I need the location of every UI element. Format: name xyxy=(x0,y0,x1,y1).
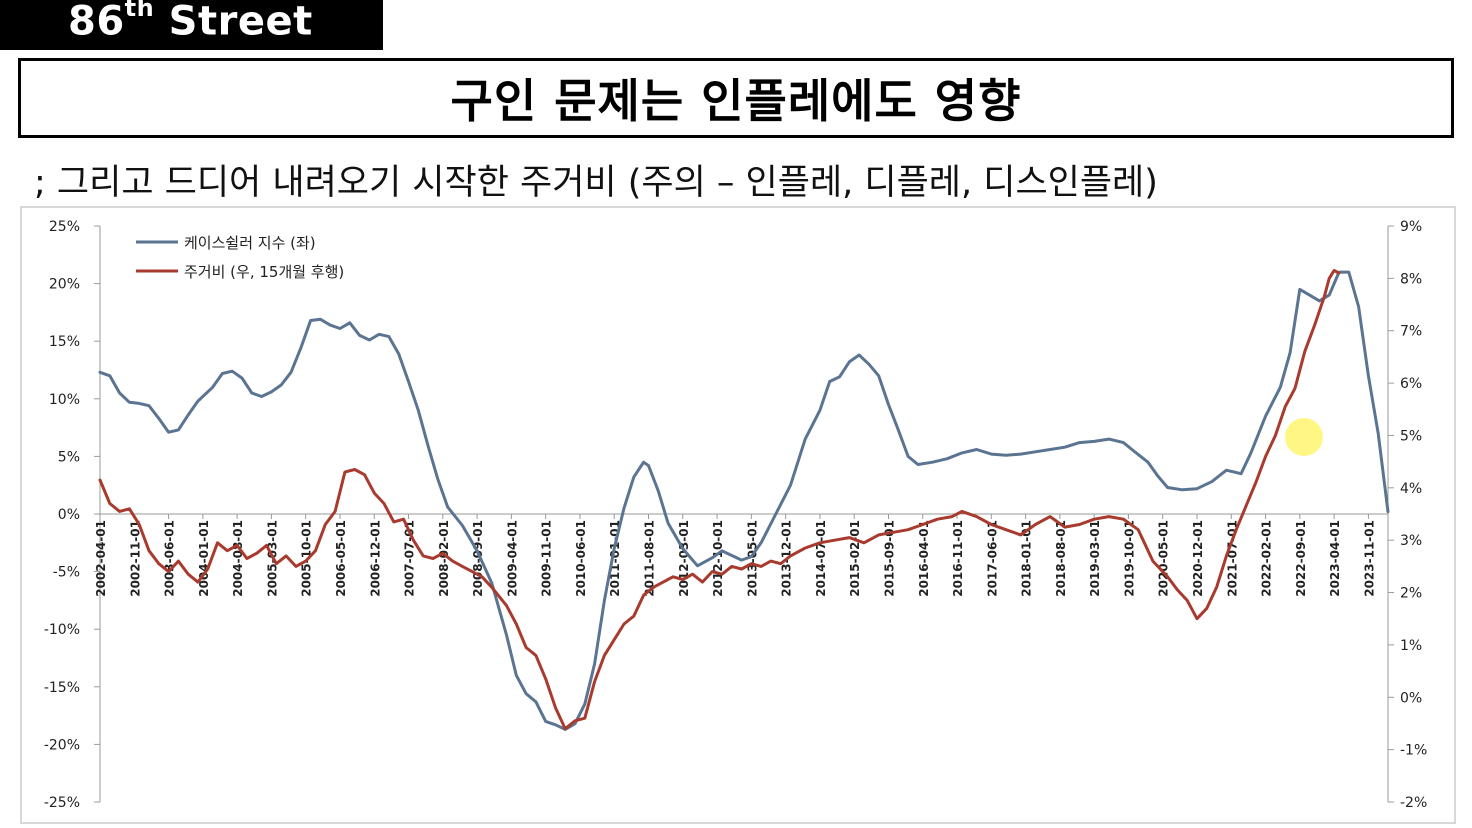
x-tick-label: 2008-02-01 xyxy=(437,520,451,597)
left-tick-label: -5% xyxy=(53,565,80,581)
shelter-cost-line xyxy=(98,269,1341,731)
x-tick-label: 2018-01-01 xyxy=(1020,520,1034,597)
x-tick-label: 2011-01-01 xyxy=(608,520,622,597)
x-tick-label: 2002-04-01 xyxy=(94,520,108,597)
right-tick-label: 2% xyxy=(1400,586,1422,602)
x-tick-label: 2012-03-01 xyxy=(677,520,691,597)
x-tick-label: 2012-10-01 xyxy=(711,520,725,597)
right-tick-label: 0% xyxy=(1400,690,1422,706)
x-tick-label: 2009-04-01 xyxy=(505,520,519,597)
x-tick-label: 2022-09-01 xyxy=(1294,520,1308,597)
x-tick-label: 2015-02-01 xyxy=(848,520,862,597)
x-tick-label: 2014-07-01 xyxy=(814,520,828,597)
slide-title-box: 구인 문제는 인플레에도 영향 xyxy=(18,58,1454,138)
left-tick-label: 5% xyxy=(58,449,80,465)
x-tick-label: 2011-08-01 xyxy=(643,520,657,597)
left-tick-label: 0% xyxy=(58,507,80,523)
x-tick-label: 2020-05-01 xyxy=(1157,520,1171,597)
x-tick-label: 2015-09-01 xyxy=(882,520,896,597)
legend-label: 주거비 (우, 15개월 후행) xyxy=(184,263,344,281)
dual-axis-line-chart: 25% 20% 15% 10% 5% 0% -5% -10% -15% -20% -25% 9% 8% 7… xyxy=(44,219,1427,811)
x-tick-label: 2023-04-01 xyxy=(1328,520,1342,597)
left-tick-label: 20% xyxy=(49,277,80,293)
x-tick-label: 2023-11-01 xyxy=(1362,520,1376,597)
x-tick-label: 2006-12-01 xyxy=(368,520,382,597)
right-tick-label: 3% xyxy=(1400,533,1422,549)
right-tick-label: -2% xyxy=(1400,795,1427,811)
x-tick-label: 2019-03-01 xyxy=(1088,520,1102,597)
cursor-highlight-dot xyxy=(1285,418,1323,456)
x-tick-label: 2022-02-01 xyxy=(1260,520,1274,597)
x-tick-label: 2008-09-01 xyxy=(471,520,485,597)
left-tick-label: 15% xyxy=(49,334,80,350)
x-tick-label: 2016-04-01 xyxy=(917,520,931,597)
chart-frame: 25% 20% 15% 10% 5% 0% -5% -10% -15% -20% -25% 9% 8% 7… xyxy=(20,206,1456,824)
left-tick-label: 25% xyxy=(49,219,80,235)
brand-banner: 86th Street xyxy=(0,0,383,50)
x-tick-label: 2003-06-01 xyxy=(163,520,177,597)
slide-subtitle: ; 그리고 드디어 내려오기 시작한 주거비 (주의 – 인플레, 디플레, 디… xyxy=(34,163,1158,203)
x-tick-label: 2021-07-01 xyxy=(1225,520,1239,597)
x-tick-label: 2019-10-01 xyxy=(1122,520,1136,597)
x-tick-label: 2009-11-01 xyxy=(540,520,554,597)
left-tick-label: -10% xyxy=(44,622,80,638)
brand-name: 86th Street xyxy=(68,0,313,45)
x-tick-label: 2020-12-01 xyxy=(1191,520,1205,597)
x-tick-label: 2018-08-01 xyxy=(1054,520,1068,597)
right-tick-label: 5% xyxy=(1400,428,1422,444)
left-tick-label: -15% xyxy=(44,680,80,696)
right-tick-label: 7% xyxy=(1400,324,1422,340)
legend-label: 케이스쉴러 지수 (좌) xyxy=(184,234,316,252)
right-tick-label: 1% xyxy=(1400,638,1422,654)
x-tick-label: 2004-08-01 xyxy=(231,520,245,597)
x-tick-label: 2016-11-01 xyxy=(951,520,965,597)
left-tick-label: 10% xyxy=(49,392,80,408)
slide-title: 구인 문제는 인플레에도 영향 xyxy=(450,74,1022,128)
left-tick-label: -25% xyxy=(44,795,80,811)
right-tick-label: 6% xyxy=(1400,376,1422,392)
right-tick-label: 4% xyxy=(1400,481,1422,497)
case-shiller-line xyxy=(98,270,1390,731)
x-tick-label: 2006-05-01 xyxy=(334,520,348,597)
x-tick-label: 2004-01-01 xyxy=(197,520,211,597)
x-tick-label: 2010-06-01 xyxy=(574,520,588,597)
x-tick-label: 2002-11-01 xyxy=(128,520,142,597)
right-tick-label: -1% xyxy=(1400,743,1427,759)
right-tick-label: 9% xyxy=(1400,219,1422,235)
x-tick-label: 2013-05-01 xyxy=(745,520,759,597)
left-tick-label: -20% xyxy=(44,737,80,753)
right-tick-label: 8% xyxy=(1400,271,1422,287)
x-tick-label: 2017-06-01 xyxy=(985,520,999,597)
